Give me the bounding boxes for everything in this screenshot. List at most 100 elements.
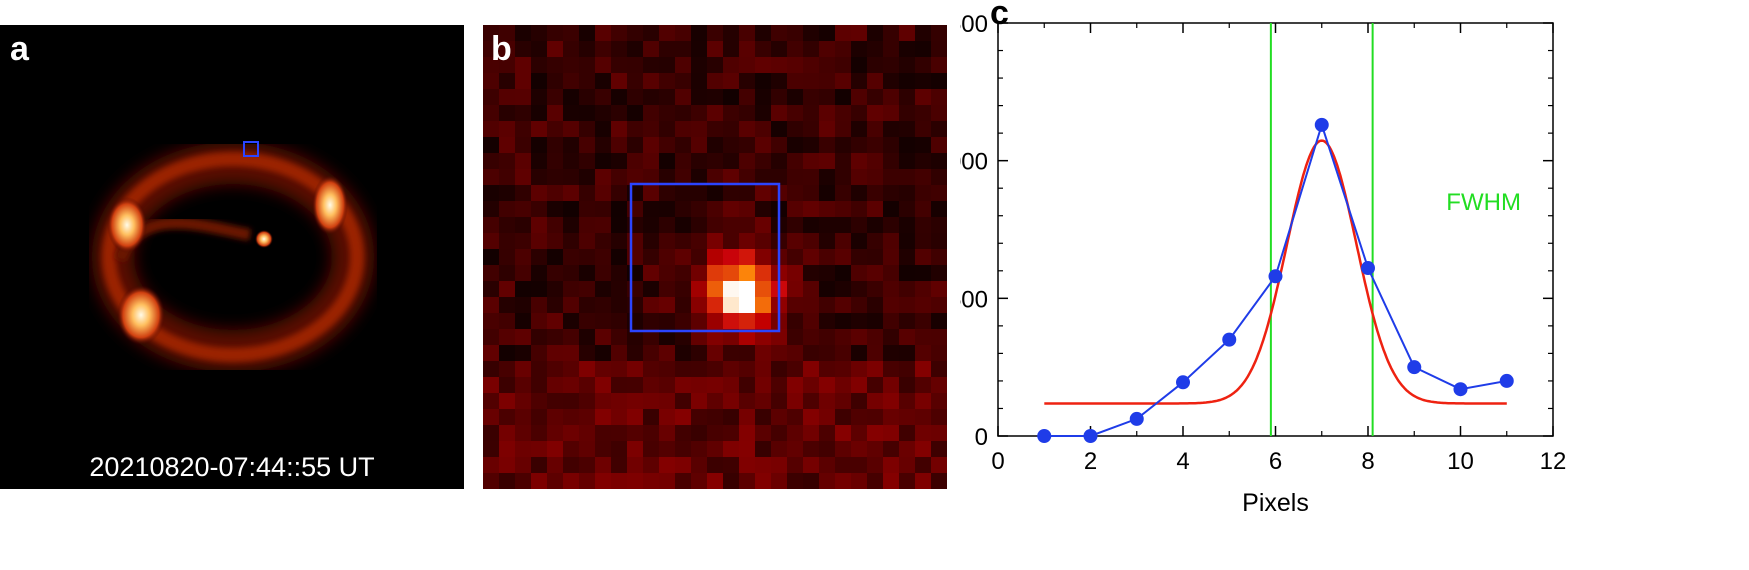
image-pixel xyxy=(531,137,547,153)
image-pixel xyxy=(499,153,515,169)
image-pixel xyxy=(915,281,931,297)
image-pixel xyxy=(819,345,835,361)
image-pixel xyxy=(883,281,899,297)
image-pixel xyxy=(867,137,883,153)
image-pixel xyxy=(563,313,579,329)
image-pixel xyxy=(835,121,851,137)
image-pixel xyxy=(579,153,595,169)
image-pixel xyxy=(819,313,835,329)
image-pixel xyxy=(611,409,627,425)
image-pixel xyxy=(531,361,547,377)
image-pixel xyxy=(883,329,899,345)
image-pixel xyxy=(579,345,595,361)
image-pixel xyxy=(915,361,931,377)
image-pixel xyxy=(515,441,531,457)
image-pixel xyxy=(835,329,851,345)
image-pixel xyxy=(803,329,819,345)
image-pixel xyxy=(531,313,547,329)
image-pixel xyxy=(819,473,835,489)
image-pixel xyxy=(483,105,499,121)
image-pixel xyxy=(819,153,835,169)
image-pixel xyxy=(723,169,739,185)
image-pixel xyxy=(643,377,659,393)
image-pixel xyxy=(595,217,611,233)
image-pixel xyxy=(659,153,675,169)
image-pixel xyxy=(787,201,803,217)
image-pixel xyxy=(611,121,627,137)
image-pixel xyxy=(771,121,787,137)
image-pixel xyxy=(515,153,531,169)
image-pixel xyxy=(675,473,691,489)
image-pixel xyxy=(931,137,947,153)
image-pixel xyxy=(483,153,499,169)
image-pixel xyxy=(627,169,643,185)
image-pixel xyxy=(739,137,755,153)
image-pixel xyxy=(611,473,627,489)
image-pixel xyxy=(483,281,499,297)
x-tick-label: 2 xyxy=(1084,448,1097,475)
image-pixel xyxy=(515,265,531,281)
image-pixel xyxy=(899,345,915,361)
image-pixel xyxy=(675,233,691,249)
image-pixel xyxy=(675,297,691,313)
data-point xyxy=(1361,261,1375,276)
image-pixel xyxy=(867,345,883,361)
image-pixel xyxy=(483,345,499,361)
image-pixel xyxy=(627,441,643,457)
image-pixel xyxy=(819,233,835,249)
image-pixel xyxy=(899,105,915,121)
data-point xyxy=(1499,373,1514,388)
image-pixel xyxy=(835,41,851,57)
image-pixel xyxy=(723,233,739,249)
image-pixel xyxy=(819,137,835,153)
image-pixel xyxy=(531,233,547,249)
zoom-image-panel: b xyxy=(483,25,947,489)
data-point xyxy=(1176,375,1190,390)
image-pixel xyxy=(531,297,547,313)
image-pixel xyxy=(595,329,611,345)
image-pixel xyxy=(675,361,691,377)
fwhm-label: FWHM xyxy=(1446,189,1521,216)
image-pixel xyxy=(547,281,563,297)
image-pixel xyxy=(531,121,547,137)
image-pixel xyxy=(851,105,867,121)
image-pixel xyxy=(659,25,675,41)
image-pixel xyxy=(915,345,931,361)
image-pixel xyxy=(835,201,851,217)
image-pixel xyxy=(691,361,707,377)
image-pixel xyxy=(819,329,835,345)
selection-box xyxy=(629,182,781,333)
image-pixel xyxy=(595,409,611,425)
image-pixel xyxy=(787,185,803,201)
image-pixel xyxy=(643,41,659,57)
image-pixel xyxy=(851,473,867,489)
image-pixel xyxy=(595,41,611,57)
y-tick-label: 1000 xyxy=(960,149,988,176)
image-pixel xyxy=(803,265,819,281)
image-pixel xyxy=(531,73,547,89)
image-pixel xyxy=(515,89,531,105)
image-pixel xyxy=(611,393,627,409)
image-pixel xyxy=(563,57,579,73)
image-pixel xyxy=(611,345,627,361)
image-pixel xyxy=(915,409,931,425)
image-pixel xyxy=(675,121,691,137)
image-pixel xyxy=(531,425,547,441)
image-pixel xyxy=(531,89,547,105)
image-pixel xyxy=(547,313,563,329)
x-tick-label: 6 xyxy=(1269,448,1282,475)
image-pixel xyxy=(835,457,851,473)
image-pixel xyxy=(691,249,707,265)
image-pixel xyxy=(899,121,915,137)
image-pixel xyxy=(883,201,899,217)
image-pixel xyxy=(819,249,835,265)
image-pixel xyxy=(515,217,531,233)
image-pixel xyxy=(563,441,579,457)
image-pixel xyxy=(723,329,739,345)
image-pixel xyxy=(547,25,563,41)
image-pixel xyxy=(483,57,499,73)
image-pixel xyxy=(675,457,691,473)
image-pixel xyxy=(547,377,563,393)
image-pixel xyxy=(787,265,803,281)
image-pixel xyxy=(883,57,899,73)
